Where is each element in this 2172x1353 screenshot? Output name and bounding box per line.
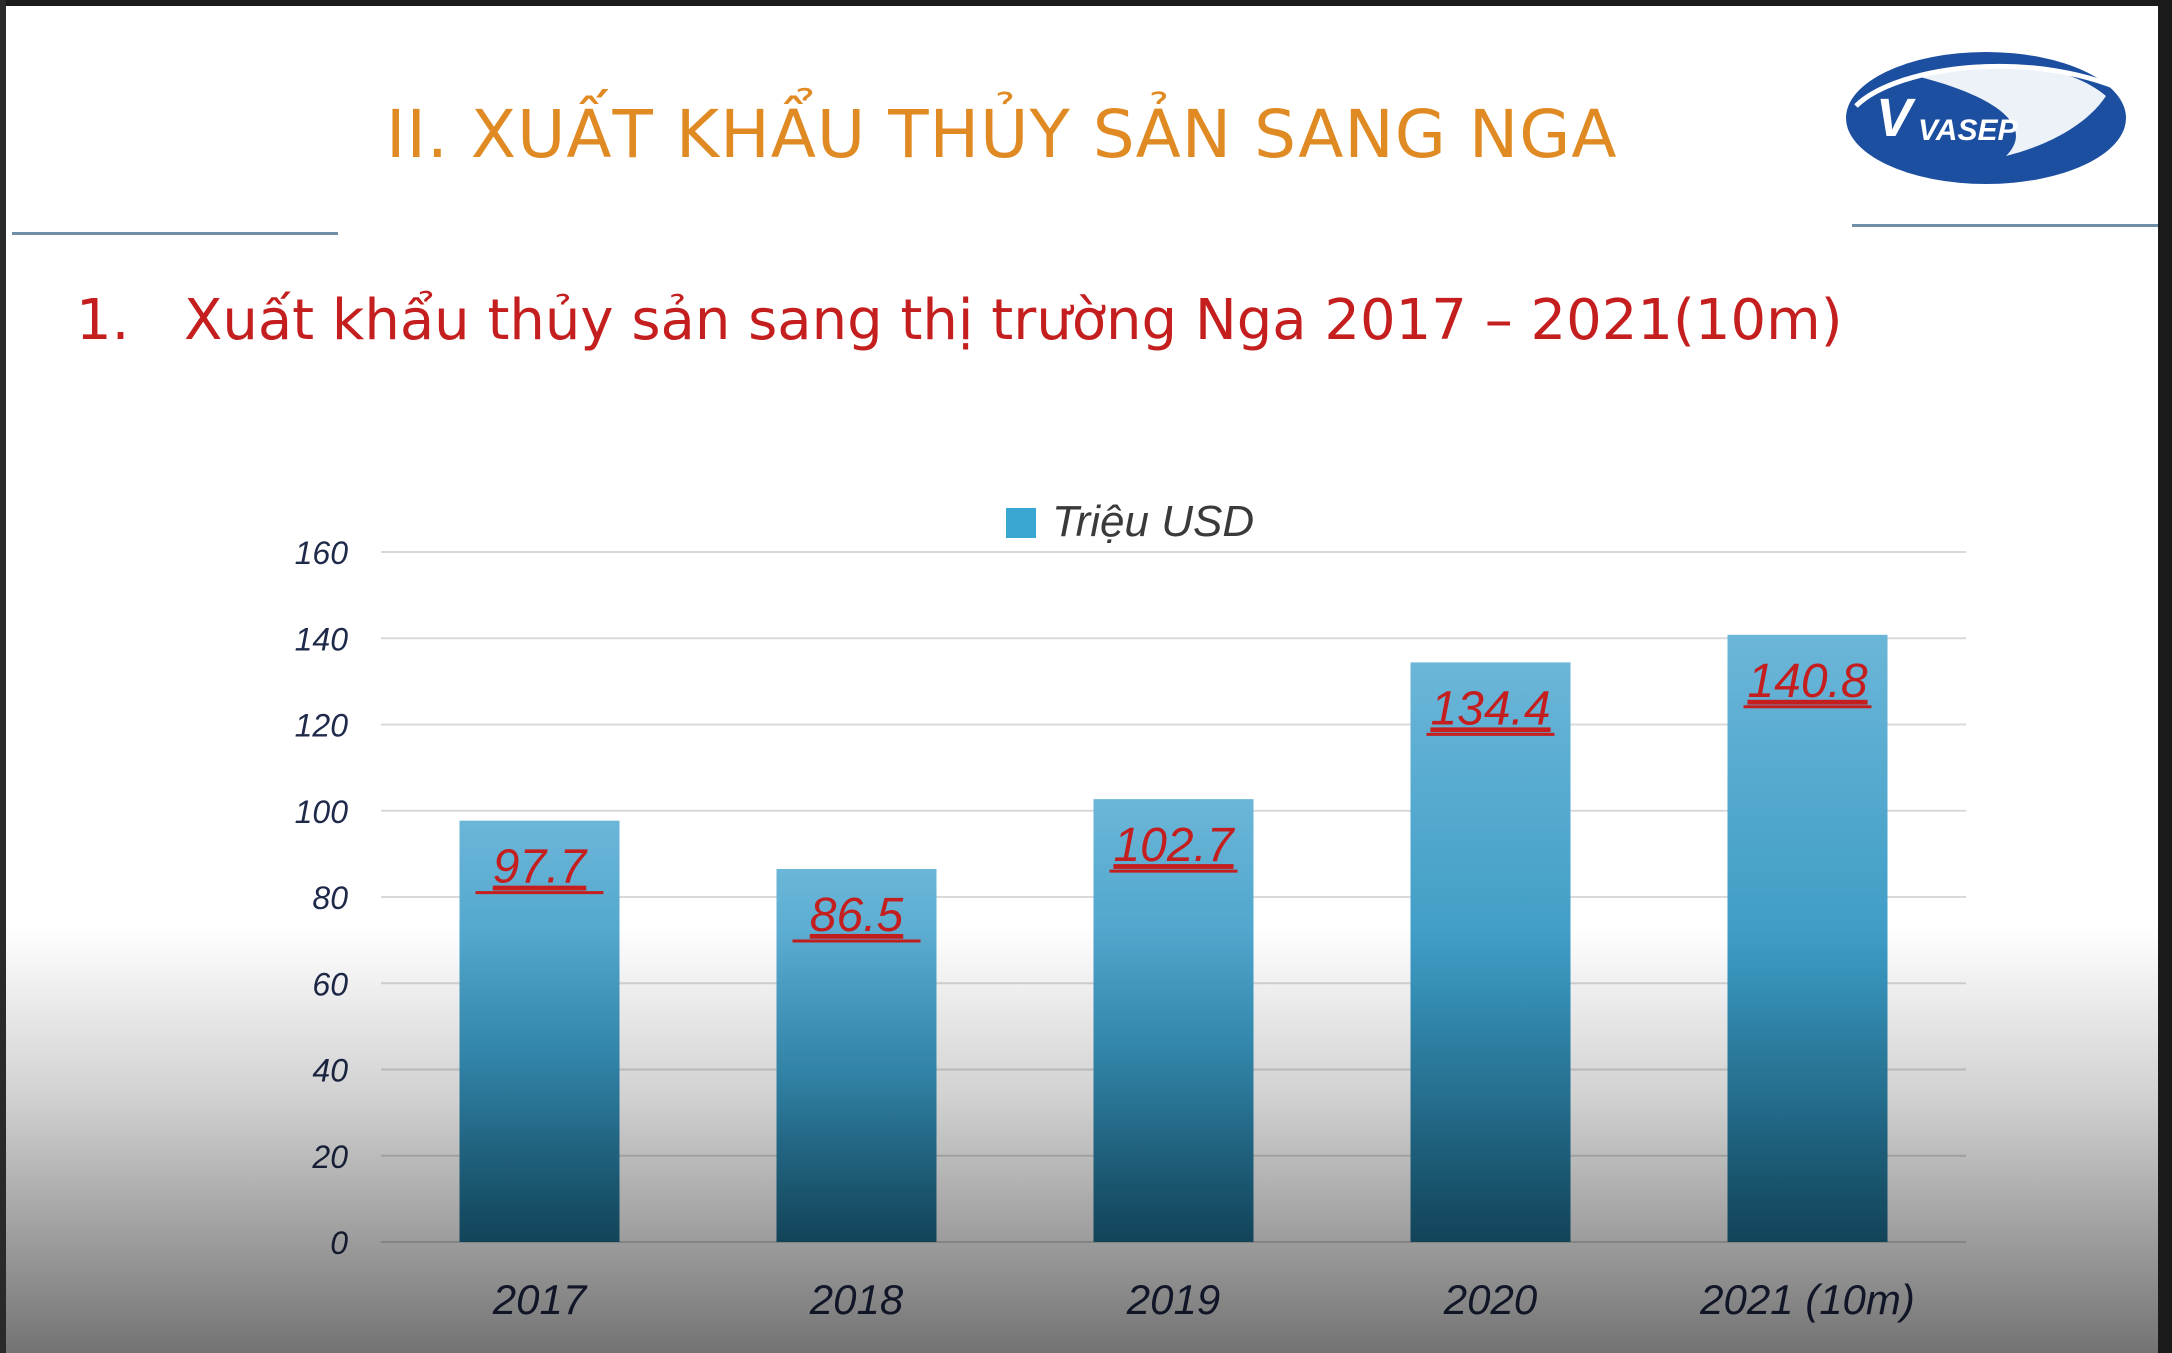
bar (1727, 634, 1888, 1242)
x-tick-label: 2020 (1443, 1276, 1538, 1323)
x-tick-label: 2018 (809, 1276, 904, 1323)
y-axis-ticks: 0 20 40 60 80 100 120 140 160 (295, 535, 349, 1261)
window-frame-right (2158, 0, 2172, 1353)
y-tick-label: 100 (295, 794, 349, 830)
subtitle-number: 1. (76, 288, 130, 353)
legend-label: Triệu USD (1052, 497, 1254, 546)
y-tick-label: 140 (295, 621, 349, 657)
logo-text: VASEP (1918, 114, 2018, 147)
logo-v-letter: V (1876, 88, 1916, 148)
bars (459, 634, 1888, 1242)
x-tick-label: 2021 (10m) (1699, 1276, 1915, 1323)
subtitle-text: Xuất khẩu thủy sản sang thị trường Nga 2… (184, 288, 1843, 353)
bar (1410, 662, 1571, 1242)
vasep-logo: V VASEP (1846, 52, 2138, 184)
title-rule-right (1852, 224, 2158, 227)
x-axis-ticks: 2017 2018 2019 2020 2021 (10m) (492, 1276, 1915, 1323)
y-tick-label: 40 (312, 1053, 348, 1089)
legend-swatch (1006, 508, 1036, 538)
data-labels: 97.7 86.5 102.7 134.4 140.8 (475, 655, 1872, 943)
bar-value-label: 134.4 (1430, 682, 1550, 735)
bar-value-label: 102.7 (1113, 819, 1235, 872)
y-tick-label: 160 (295, 535, 349, 571)
legend: Triệu USD (1006, 497, 1254, 546)
y-tick-label: 120 (295, 708, 349, 744)
y-tick-label: 80 (312, 880, 348, 916)
slide: II. XUẤT KHẨU THỦY SẢN SANG NGA V VASEP … (6, 6, 2158, 1353)
logo-swoosh (1854, 63, 2138, 108)
bar-value-label: 140.8 (1747, 655, 1867, 708)
logo-map-shape (1916, 64, 2106, 156)
y-tick-label: 0 (330, 1225, 348, 1261)
bar-value-label: 97.7 (493, 841, 589, 894)
slide-subtitle: 1. Xuất khẩu thủy sản sang thị trường Nga… (76, 288, 1843, 353)
y-tick-label: 60 (312, 966, 348, 1002)
title-rule-left (12, 232, 338, 235)
x-tick-label: 2017 (492, 1276, 588, 1323)
y-tick-label: 20 (311, 1139, 348, 1175)
window-frame-left (0, 0, 6, 1353)
x-tick-label: 2019 (1126, 1276, 1220, 1323)
slide-title: II. XUẤT KHẨU THỦY SẢN SANG NGA (386, 96, 1618, 173)
bar-value-label: 86.5 (810, 889, 904, 942)
bar-chart: 0 20 40 60 80 100 120 140 160 97.7 86.5 102.7 134.4… (295, 497, 1966, 1323)
window-frame-top (0, 0, 2172, 6)
